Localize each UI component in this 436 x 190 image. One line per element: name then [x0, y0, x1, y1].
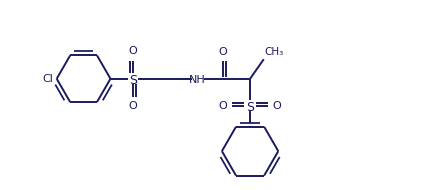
- Text: O: O: [129, 46, 137, 56]
- Text: O: O: [129, 101, 137, 111]
- Text: NH: NH: [189, 75, 205, 85]
- Text: CH₃: CH₃: [265, 48, 284, 57]
- Text: O: O: [219, 47, 228, 57]
- Text: O: O: [219, 101, 228, 111]
- Text: Cl: Cl: [43, 74, 54, 84]
- Text: S: S: [246, 101, 254, 114]
- Text: O: O: [272, 101, 281, 111]
- Text: S: S: [129, 74, 137, 87]
